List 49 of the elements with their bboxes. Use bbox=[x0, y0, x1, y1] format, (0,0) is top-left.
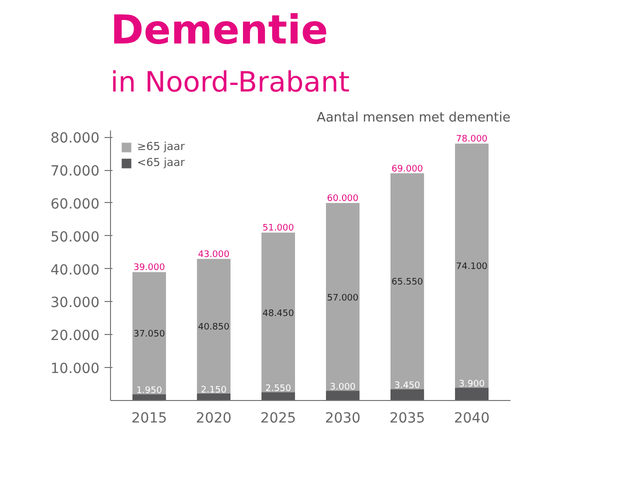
data-label: 40.850 bbox=[198, 322, 230, 333]
bar bbox=[326, 202, 360, 391]
x-tick-label: 2025 bbox=[260, 410, 296, 426]
bar bbox=[261, 232, 296, 392]
data-label: 2.550 bbox=[265, 384, 292, 394]
bar bbox=[196, 258, 230, 394]
legend-label: <65 jaar bbox=[137, 156, 185, 169]
data-label: 3.450 bbox=[394, 381, 420, 392]
total-label: 69.000 bbox=[392, 164, 424, 174]
x-tick-label: 2015 bbox=[131, 410, 168, 426]
data-label: 1.950 bbox=[136, 386, 162, 396]
bar bbox=[390, 173, 424, 390]
data-label: 3.000 bbox=[330, 382, 356, 393]
y-tick-label: 80.000 bbox=[50, 130, 100, 147]
bar bbox=[132, 272, 166, 394]
bar bbox=[326, 390, 360, 400]
y-tick-label: 40.000 bbox=[50, 262, 100, 278]
y-tick-label: 20.000 bbox=[50, 328, 100, 344]
bar bbox=[455, 388, 489, 400]
total-label: 51.000 bbox=[262, 224, 294, 234]
x-tick-label: 2020 bbox=[196, 410, 232, 426]
x-tick-label: 2035 bbox=[389, 410, 426, 426]
data-label: 65.550 bbox=[392, 278, 424, 288]
x-tick-label: 2040 bbox=[454, 410, 490, 426]
bar bbox=[196, 393, 230, 400]
bar bbox=[132, 394, 166, 400]
x-tick-label: 2030 bbox=[324, 410, 361, 426]
bar bbox=[261, 392, 296, 400]
y-tick-label: 60.000 bbox=[50, 196, 100, 212]
chart-title: Dementie bbox=[110, 8, 328, 54]
data-label: 3.900 bbox=[458, 380, 485, 390]
bar bbox=[455, 144, 489, 388]
data-label: 48.450 bbox=[262, 308, 294, 319]
y-tick-label: 30.000 bbox=[50, 295, 100, 312]
total-label: 78.000 bbox=[456, 134, 488, 145]
data-label: 2.150 bbox=[200, 385, 227, 396]
total-label: 60.000 bbox=[327, 194, 359, 204]
text: Aantal mensen met dementie bbox=[316, 110, 511, 126]
data-label: 74.100 bbox=[456, 262, 488, 272]
y-tick-label: 50.000 bbox=[50, 229, 100, 246]
data-label: 57.000 bbox=[327, 293, 359, 304]
y-tick-label: 10.000 bbox=[50, 361, 100, 378]
legend-label: ≥65 jaar bbox=[137, 140, 185, 153]
y-tick-label: 70.000 bbox=[50, 164, 100, 180]
total-label: 39.000 bbox=[133, 263, 166, 274]
data-label: 37.050 bbox=[133, 330, 166, 340]
total-label: 43.000 bbox=[198, 250, 230, 260]
bar bbox=[390, 389, 424, 400]
chart-subtitle: in Noord-Brabant bbox=[110, 66, 350, 98]
